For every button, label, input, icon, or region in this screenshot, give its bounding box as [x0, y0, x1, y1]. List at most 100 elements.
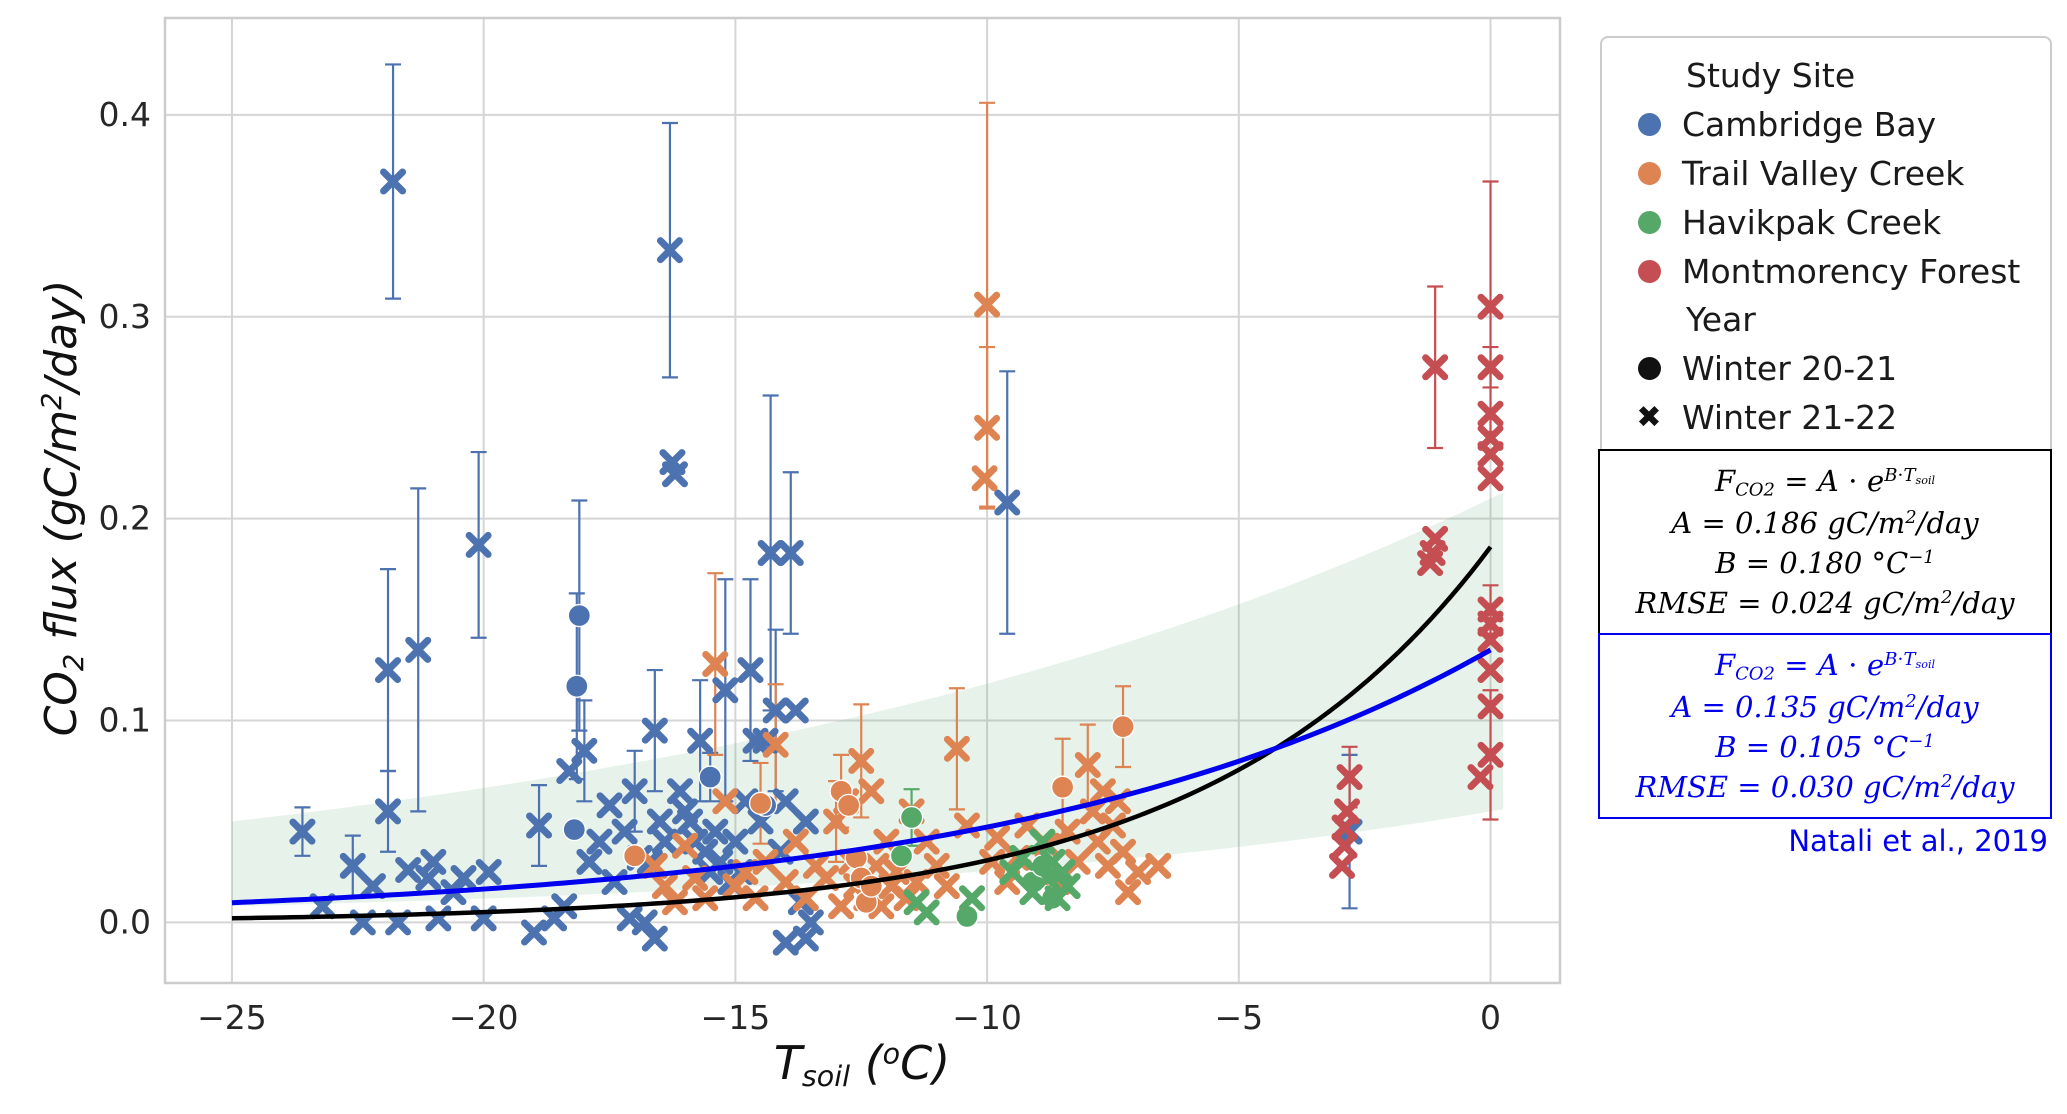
data-point	[661, 461, 688, 488]
data-point	[1477, 441, 1504, 468]
data-point	[742, 885, 769, 912]
legend-label: Cambridge Bay	[1682, 105, 1937, 144]
legend-label: Havikpak Creek	[1682, 203, 1942, 242]
data-point	[380, 168, 407, 195]
plot-frame	[163, 16, 1562, 985]
data-point	[641, 717, 668, 744]
fit-equation-box-natali: FCO2 = A ⋅ eB⋅Tsoil A = 0.135 gC/m2/day …	[1598, 633, 2052, 820]
data-point	[792, 808, 819, 835]
data-point	[772, 869, 799, 896]
data-point	[1064, 848, 1091, 875]
y-tick-label: 0.4	[99, 95, 151, 134]
legend-item-winter-20-21: Winter 20-21	[1602, 344, 2050, 393]
data-point	[565, 674, 589, 698]
data-point	[1477, 741, 1504, 768]
data-point	[395, 856, 422, 883]
legend-item-montmorency-forest: Montmorency Forest	[1602, 247, 2050, 296]
data-point	[1477, 354, 1504, 381]
data-point	[889, 844, 914, 868]
data-point	[651, 828, 678, 855]
data-point	[1477, 293, 1504, 320]
y-tick-label: 0.1	[99, 701, 151, 740]
data-point	[586, 828, 613, 855]
equation-line: B = 0.105 °C−1	[1715, 730, 1935, 765]
data-point	[475, 858, 502, 885]
data-point	[672, 832, 699, 859]
data-point	[762, 697, 789, 724]
montmorency-forest-dot-icon	[1632, 260, 1666, 283]
data-point	[813, 865, 840, 892]
data-point	[1331, 814, 1358, 841]
data-point	[405, 636, 432, 663]
data-point	[933, 873, 960, 900]
y-tick-label: 0.2	[99, 499, 151, 538]
data-point	[1477, 400, 1504, 427]
equation-line: RMSE = 0.030 gC/m2/day	[1635, 770, 2015, 805]
data-point	[1477, 657, 1504, 684]
data-point	[556, 758, 583, 785]
data-point	[551, 893, 578, 920]
data-point	[1145, 852, 1172, 879]
data-point	[772, 929, 799, 956]
data-point	[611, 818, 638, 845]
equation-line: RMSE = 0.024 gC/m2/day	[1635, 586, 2015, 621]
fit-curves	[231, 545, 1493, 921]
data-point	[858, 778, 885, 805]
legend-item-havikpak-creek: Havikpak Creek	[1602, 198, 2050, 247]
grid	[165, 18, 1560, 983]
data-point	[526, 812, 553, 839]
equation-line: FCO2 = A ⋅ eB⋅Tsoil	[1714, 464, 1936, 501]
y-axis-label: CO2 flux (gC/m2/day)	[36, 279, 90, 737]
data-point	[899, 805, 924, 830]
data-point	[1074, 751, 1101, 778]
legend-title-study-site: Study Site	[1686, 56, 1856, 95]
data-point	[631, 909, 658, 936]
data-point	[702, 651, 729, 678]
natali-2019-fit	[231, 647, 1492, 906]
fit-equation-box-this-study: FCO2 = A ⋅ eB⋅Tsoil A = 0.186 gC/m2/day …	[1598, 449, 2052, 636]
data-point	[1054, 873, 1081, 900]
circle-marker-icon	[1632, 357, 1666, 380]
data-point	[1477, 693, 1504, 720]
data-point	[1329, 852, 1356, 879]
legend-item-cambridge-bay: Cambridge Bay	[1602, 100, 2050, 149]
x-tick-label: −5	[1214, 998, 1263, 1037]
data-point	[698, 765, 722, 789]
legend-label: Winter 20-21	[1682, 349, 1898, 388]
x-tick-label: 0	[1480, 998, 1501, 1037]
data-point	[958, 885, 985, 912]
cambridge-bay-dot-icon	[1632, 113, 1666, 136]
data-point	[797, 909, 824, 936]
data-point	[782, 697, 809, 724]
data-point	[571, 737, 598, 764]
y-tick-label: 0.0	[99, 902, 151, 941]
data-point	[772, 788, 799, 815]
data-point	[651, 873, 678, 900]
data-point	[971, 465, 998, 492]
data-point	[359, 873, 386, 900]
equation-line: A = 0.135 gC/m2/day	[1671, 690, 1979, 725]
data-point	[687, 727, 714, 754]
equation-line: FCO2 = A ⋅ eB⋅Tsoil	[1714, 648, 1936, 685]
trail-valley-creek-dot-icon	[1632, 162, 1666, 185]
data-point	[913, 899, 940, 926]
data-point	[1417, 550, 1444, 577]
x-marker-icon: ✖	[1636, 399, 1662, 435]
legend-label: Montmorency Forest	[1682, 252, 2021, 291]
data-point	[1125, 858, 1152, 885]
data-point	[567, 603, 591, 628]
data-point	[762, 731, 789, 758]
havikpak-creek-dot-icon	[1632, 211, 1666, 234]
data-point	[848, 747, 875, 774]
data-point	[521, 919, 548, 946]
data-point	[1336, 764, 1363, 791]
data-point	[748, 791, 773, 815]
data-point	[994, 489, 1021, 516]
data-point	[667, 778, 694, 805]
data-point	[596, 792, 623, 819]
data-point	[1477, 465, 1504, 492]
legend-label: Winter 21-22	[1682, 398, 1898, 437]
x-tick-label: −20	[449, 998, 519, 1037]
